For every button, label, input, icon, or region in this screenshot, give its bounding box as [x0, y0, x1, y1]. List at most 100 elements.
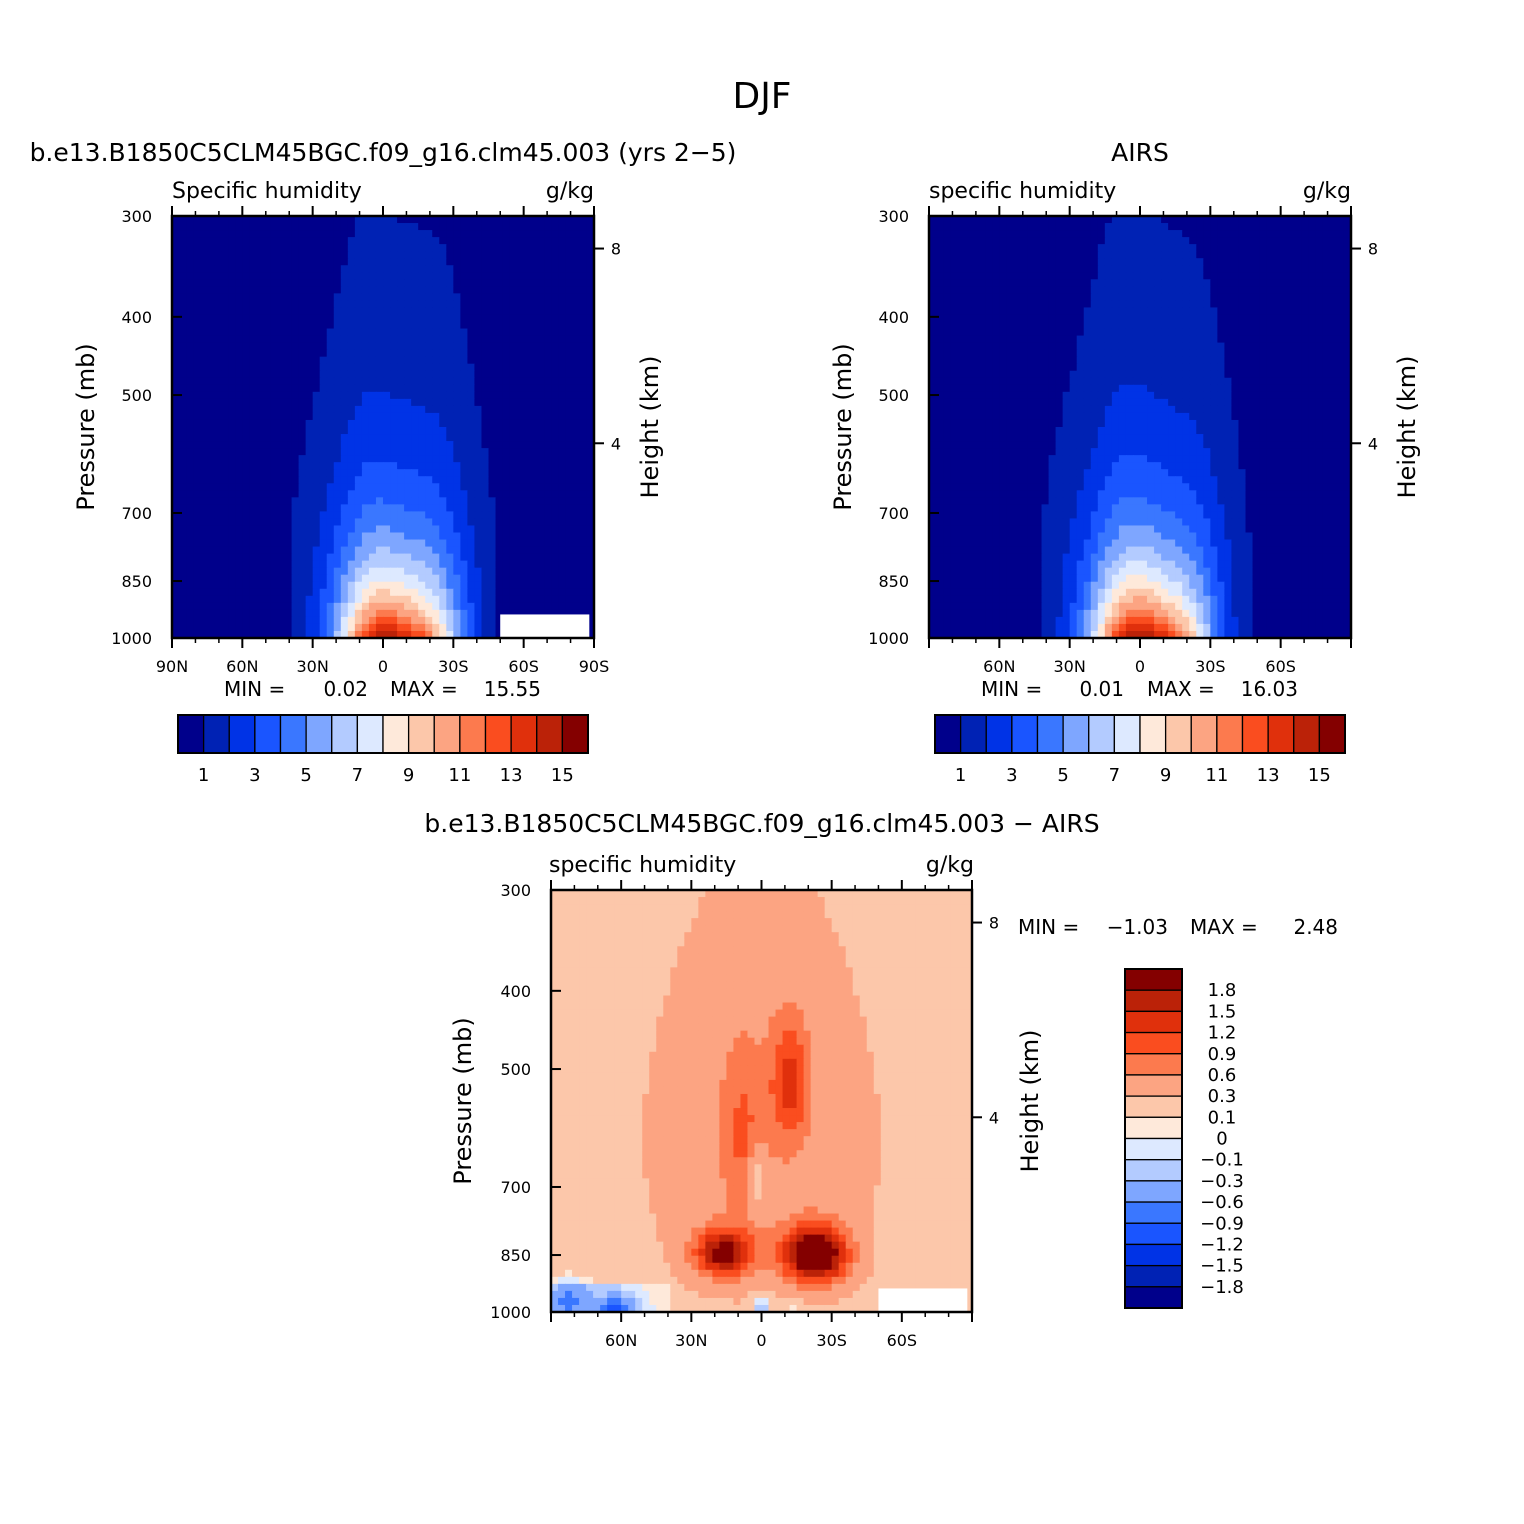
field-model-cell [530, 497, 539, 505]
field-model-cell [235, 307, 243, 316]
field-obs-cell [1118, 356, 1127, 365]
field-model-cell [291, 286, 300, 294]
field-obs-cell [1076, 328, 1085, 337]
field-model-cell [502, 469, 511, 477]
field-obs-cell [1224, 223, 1233, 231]
field-model-cell [586, 286, 594, 294]
field-model-cell [221, 462, 229, 470]
field-obs-cell [1083, 349, 1092, 358]
field-model-cell [558, 265, 567, 273]
field-model-cell [544, 553, 553, 562]
field-obs-cell [1097, 258, 1106, 266]
field-obs-cell [1203, 293, 1211, 301]
field-model-cell [467, 490, 476, 498]
field-model-cell [537, 258, 546, 266]
field-model-cell [516, 448, 525, 456]
field-model-cell [439, 384, 447, 393]
field-model-cell [432, 602, 440, 611]
field-model-cell [551, 321, 560, 330]
field-model-cell [502, 412, 511, 421]
field-obs-cell [1252, 251, 1261, 259]
field-obs-cell [1161, 272, 1169, 280]
field-model-cell [502, 279, 511, 287]
field-model-cell [333, 251, 342, 259]
field-model-cell [572, 546, 581, 555]
field-model-cell [411, 272, 419, 280]
field-model-cell [375, 293, 384, 301]
field-model-cell [235, 363, 243, 372]
field-obs-cell [936, 230, 944, 238]
field-model-cell [432, 237, 440, 245]
field-model-cell [495, 595, 504, 604]
field-obs-cell [1287, 230, 1296, 238]
field-obs-cell [957, 300, 965, 309]
field-model-cell [361, 567, 370, 576]
field-model-cell [572, 258, 581, 266]
field-obs-cell [1189, 251, 1197, 259]
field-obs-cell [1048, 286, 1057, 294]
field-model-cell [214, 272, 222, 280]
field-obs-cell [1147, 321, 1155, 330]
field-model-cell [558, 602, 567, 611]
field-model-cell [298, 314, 307, 323]
field-model-cell [312, 595, 321, 604]
field-model-cell [432, 497, 440, 505]
field-model-cell [221, 356, 229, 365]
field-model-cell [193, 342, 201, 351]
field-obs-cell [1027, 251, 1036, 259]
field-model-cell [558, 518, 567, 527]
field-model-cell [326, 258, 335, 266]
field-model-cell [453, 328, 461, 337]
field-model-cell [586, 349, 594, 358]
field-model-cell [228, 490, 236, 498]
field-obs-cell [1287, 251, 1296, 259]
field-model-cell [516, 300, 525, 309]
field-obs-cell [985, 258, 993, 266]
field-model-cell [354, 455, 363, 463]
field-model-cell [354, 349, 363, 358]
field-model-cell [172, 462, 180, 470]
field-model-cell [277, 370, 286, 379]
field-model-cell [474, 532, 483, 541]
field-obs-cell [1252, 244, 1261, 252]
field-obs-cell [1336, 314, 1345, 323]
model-ytick-label: 1000 [111, 629, 152, 648]
field-obs-cell [971, 307, 979, 316]
field-model-cell [284, 574, 293, 583]
field-model-cell [277, 391, 286, 400]
field-model-cell [432, 279, 440, 287]
field-model-cell [453, 293, 461, 301]
field-obs-cell [1083, 216, 1092, 224]
field-model-cell [361, 434, 370, 442]
field-model-cell [453, 455, 461, 463]
field-model-cell [284, 307, 293, 316]
field-model-cell [390, 244, 398, 252]
field-model-cell [375, 391, 384, 400]
field-model-cell [390, 356, 398, 365]
field-model-cell [361, 588, 370, 597]
field-model-cell [579, 279, 588, 287]
field-obs-cell [1027, 293, 1036, 301]
field-obs-cell [971, 321, 979, 330]
field-model-cell [432, 419, 440, 428]
field-obs-cell [964, 223, 972, 231]
field-model-cell [481, 356, 490, 365]
field-model-cell [305, 216, 314, 224]
field-model-cell [537, 272, 546, 280]
field-model-cell [425, 455, 433, 463]
field-model-cell [551, 237, 560, 245]
field-model-cell [411, 518, 419, 527]
field-model-cell [354, 391, 363, 400]
field-obs-cell [1020, 279, 1029, 287]
field-model-cell [354, 300, 363, 309]
field-obs-cell [1076, 265, 1085, 273]
field-model-cell [404, 335, 412, 344]
field-model-cell [530, 525, 539, 534]
field-model-cell [347, 483, 356, 491]
field-model-cell [551, 356, 560, 365]
field-model-cell [277, 497, 286, 505]
field-model-cell [179, 539, 187, 548]
field-model-cell [291, 427, 300, 435]
field-model-cell [551, 363, 560, 372]
field-model-cell [179, 609, 187, 618]
